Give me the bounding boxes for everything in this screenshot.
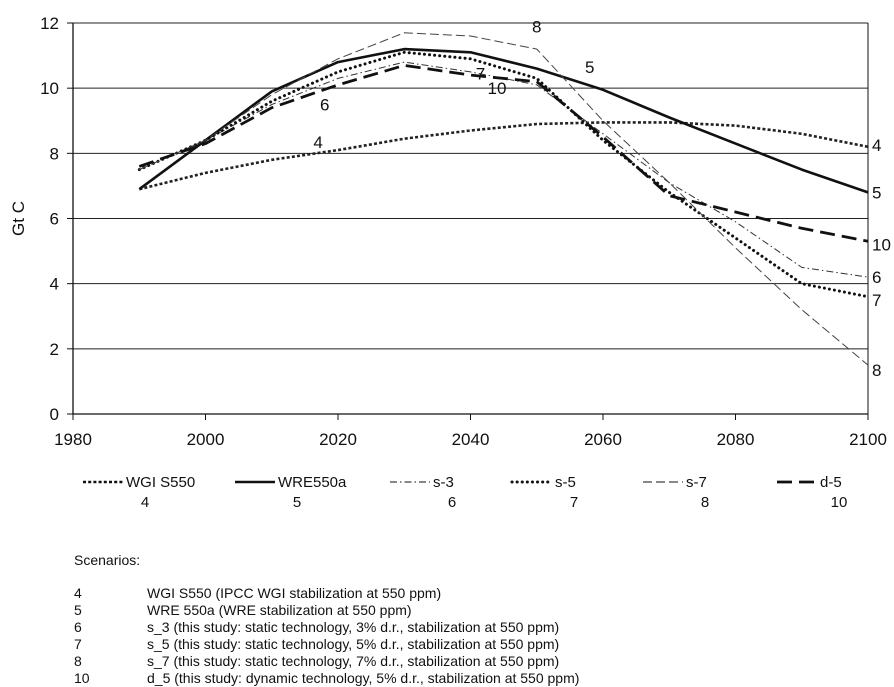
end-series-label: 8 xyxy=(872,361,881,380)
end-series-label: 6 xyxy=(872,268,881,287)
x-tick-label: 1980 xyxy=(54,430,92,449)
scenario-description: WRE 550a (WRE stabilization at 550 ppm) xyxy=(147,602,412,618)
inline-series-label: 5 xyxy=(585,58,594,77)
scenario-row: 6 s_3 (this study: static technology, 3%… xyxy=(74,619,579,636)
legend-number: 6 xyxy=(448,494,456,511)
y-tick-label: 2 xyxy=(50,340,59,359)
inline-series-label: 10 xyxy=(488,79,507,98)
legend-label: s-7 xyxy=(686,474,707,491)
legend-label: WRE550a xyxy=(278,474,347,491)
y-tick-label: 10 xyxy=(40,79,59,98)
x-tick-label: 2020 xyxy=(319,430,357,449)
y-tick-label: 4 xyxy=(50,275,59,294)
scenario-description: d_5 (this study: dynamic technology, 5% … xyxy=(147,670,580,686)
scenario-number: 5 xyxy=(74,602,82,618)
legend-number: 7 xyxy=(570,494,578,511)
scenario-row: 5 WRE 550a (WRE stabilization at 550 ppm… xyxy=(74,602,579,619)
series-line-8 xyxy=(139,32,869,366)
scenario-number: 6 xyxy=(74,619,82,635)
series-line-10 xyxy=(138,64,869,243)
end-series-label: 10 xyxy=(872,236,891,255)
legend-label: s-5 xyxy=(555,474,576,491)
scenario-description: WGI S550 (IPCC WGI stabilization at 550 … xyxy=(147,585,442,601)
series-line-5 xyxy=(138,47,869,194)
scenario-number: 10 xyxy=(74,670,90,686)
scenario-row: 4 WGI S550 (IPCC WGI stabilization at 55… xyxy=(74,585,579,602)
series-line-7 xyxy=(137,50,870,299)
scenario-number: 7 xyxy=(74,636,82,652)
scenario-row: 10 d_5 (this study: dynamic technology, … xyxy=(74,670,579,687)
x-tick-label: 2060 xyxy=(584,430,622,449)
legend-label: d-5 xyxy=(820,474,842,491)
legend-number: 10 xyxy=(831,494,848,511)
inline-series-label: 7 xyxy=(476,65,485,84)
y-axis-title: Gt C xyxy=(9,201,28,236)
inline-series-label: 6 xyxy=(320,95,329,114)
end-series-label: 4 xyxy=(872,136,881,155)
x-tick-label: 2080 xyxy=(717,430,755,449)
legend-number: 8 xyxy=(701,494,709,511)
scenario-description: s_3 (this study: static technology, 3% d… xyxy=(147,619,560,635)
inline-series-label: 8 xyxy=(532,17,541,36)
scenario-row: 7 s_5 (this study: static technology, 5%… xyxy=(74,636,579,653)
series-line-4 xyxy=(138,121,869,191)
x-tick-label: 2000 xyxy=(187,430,225,449)
scenarios-list: Scenarios: 4 WGI S550 (IPCC WGI stabiliz… xyxy=(74,552,579,687)
legend-label: s-3 xyxy=(433,474,454,491)
inline-series-label: 4 xyxy=(313,133,322,152)
scenarios-title: Scenarios: xyxy=(74,552,141,568)
legend-number: 4 xyxy=(141,494,149,511)
scenario-row: 8 s_7 (this study: static technology, 7%… xyxy=(74,653,579,670)
legend-number: 5 xyxy=(293,494,301,511)
legend-label: WGI S550 xyxy=(126,474,195,491)
end-series-label: 7 xyxy=(872,291,881,310)
y-tick-label: 0 xyxy=(50,405,59,424)
end-series-label: 5 xyxy=(872,183,881,202)
scenario-description: s_5 (this study: static technology, 5% d… xyxy=(147,636,560,652)
scenario-number: 4 xyxy=(74,585,82,601)
scenario-description: s_7 (this study: static technology, 7% d… xyxy=(147,653,560,669)
scenario-number: 8 xyxy=(74,653,82,669)
y-tick-label: 8 xyxy=(50,144,59,163)
x-tick-label: 2100 xyxy=(849,430,887,449)
y-tick-label: 12 xyxy=(40,14,59,33)
x-tick-label: 2040 xyxy=(452,430,490,449)
y-tick-label: 6 xyxy=(50,210,59,229)
